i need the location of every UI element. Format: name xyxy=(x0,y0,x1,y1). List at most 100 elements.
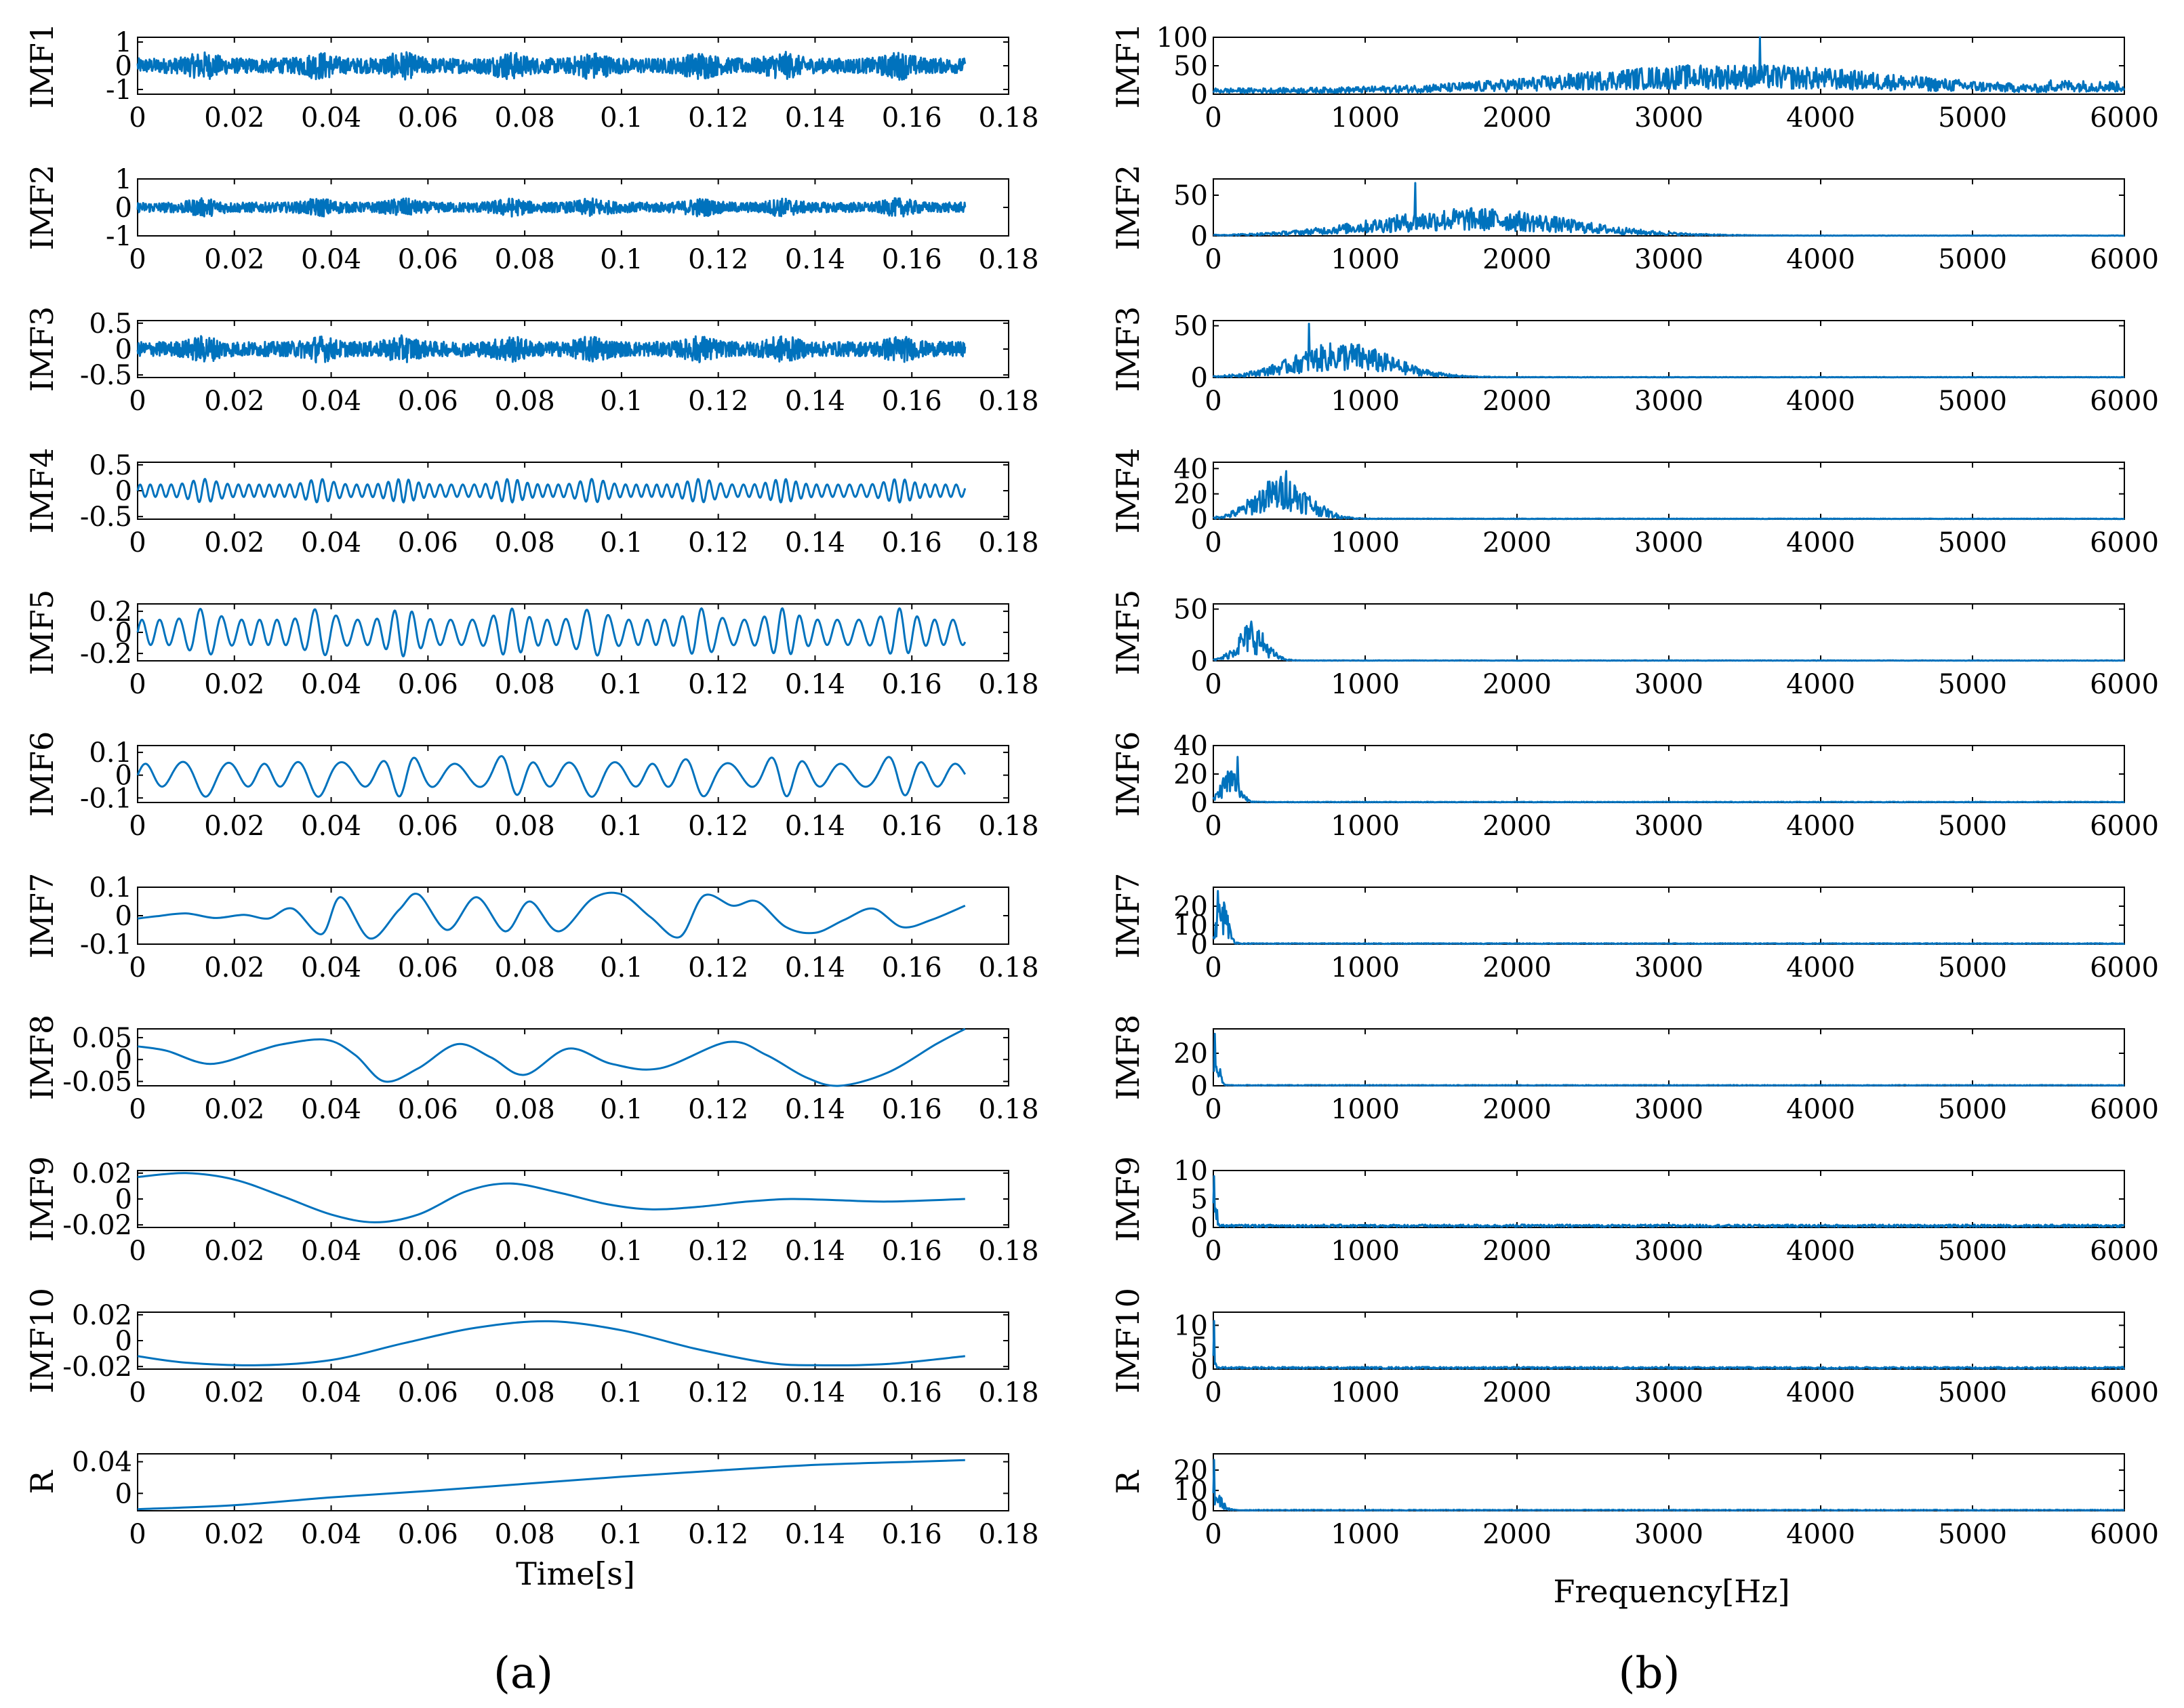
time-subplot-imf4: 0 0.02 0.04 0.06 0.08 0.1 0.12 0.14 0.16 0.18 -0.5… xyxy=(24,448,1039,558)
x-tick-label: 0.14 xyxy=(785,811,845,842)
y-tick-label: 0.04 xyxy=(72,1447,132,1478)
axes-frame xyxy=(1213,320,2125,378)
y-axis-label-imf6: IMF6 xyxy=(24,731,60,817)
time-subplot-imf3: 0 0.02 0.04 0.06 0.08 0.1 0.12 0.14 0.16 0.18 -0.5… xyxy=(24,306,1039,417)
x-tick-label: 0.06 xyxy=(398,811,458,842)
x-tick-label: 0.18 xyxy=(978,1094,1038,1125)
x-tick-label: 0.1 xyxy=(600,811,643,842)
axes-frame xyxy=(1213,1453,2125,1511)
y-tick-label: 0 xyxy=(115,760,132,792)
x-tick-label: 0.04 xyxy=(301,386,361,417)
spectrum-subplot-imf3: 0 1000 2000 3000 4000 5000 6000 0 50 IMF3 xyxy=(1110,306,2159,417)
x-tick-label: 3000 xyxy=(1634,1236,1703,1267)
axes-frame xyxy=(137,603,1009,662)
x-tick-label: 0.06 xyxy=(398,669,458,700)
x-tick-label: 0.04 xyxy=(301,1236,361,1267)
x-tick-label: 0.04 xyxy=(301,952,361,983)
spectrum-line-imf4 xyxy=(1212,470,2125,521)
x-tick-label: 0.16 xyxy=(882,1094,942,1125)
time-series-line-imf9 xyxy=(137,1172,965,1223)
x-tick-label: 4000 xyxy=(1786,244,1855,275)
x-tick-label: 0.14 xyxy=(785,1236,845,1267)
x-tick-label: 5000 xyxy=(1938,102,2007,134)
y-tick-label: 0 xyxy=(1191,79,1208,110)
x-tick-label: 5000 xyxy=(1938,1377,2007,1408)
y-tick-label: -0.5 xyxy=(80,502,132,533)
y-axis-label-imf1: IMF1 xyxy=(1110,23,1146,108)
y-tick-label: 40 xyxy=(1173,731,1208,762)
x-tick-label: 5000 xyxy=(1938,952,2007,983)
y-axis-label-imf8: IMF8 xyxy=(24,1015,60,1100)
x-tick-label: 0.12 xyxy=(688,669,748,700)
x-tick-label: 5000 xyxy=(1938,811,2007,842)
x-tick-label: 0 xyxy=(1205,1519,1221,1550)
x-tick-label: 5000 xyxy=(1938,527,2007,558)
y-tick-label: 0.2 xyxy=(89,596,132,628)
axes-frame xyxy=(137,1028,1009,1086)
y-tick-label: -0.5 xyxy=(80,360,132,391)
x-tick-label: 4000 xyxy=(1786,386,1855,417)
y-axis-label-imf4: IMF4 xyxy=(24,448,60,533)
axes-frame xyxy=(137,1453,1009,1511)
y-axis-label-imf2: IMF2 xyxy=(24,165,60,250)
x-tick-label: 0.06 xyxy=(398,1236,458,1267)
x-tick-label: 1000 xyxy=(1331,102,1400,134)
y-tick-label: 0.5 xyxy=(89,308,132,340)
x-tick-label: 0.14 xyxy=(785,1377,845,1408)
y-axis-label-imf8: IMF8 xyxy=(1110,1015,1146,1100)
x-tick-label: 0.08 xyxy=(495,1519,555,1550)
y-tick-label: 20 xyxy=(1173,1455,1208,1486)
x-tick-label: 3000 xyxy=(1634,102,1703,134)
y-tick-label: -0.02 xyxy=(62,1351,132,1383)
axes-frame xyxy=(1213,1170,2125,1228)
time-subplot-imf2: 0 0.02 0.04 0.06 0.08 0.1 0.12 0.14 0.16 0.18-101… xyxy=(24,164,1039,275)
panel-label-a: (a) xyxy=(493,1648,553,1699)
x-tick-label: 0 xyxy=(129,952,146,983)
y-axis-label-imf10: IMF10 xyxy=(1110,1288,1146,1394)
x-tick-label: 0.16 xyxy=(882,244,942,275)
x-tick-label: 0 xyxy=(129,1377,146,1408)
y-tick-label: 0 xyxy=(115,901,132,932)
x-tick-label: 5000 xyxy=(1938,244,2007,275)
y-tick-label: 100 xyxy=(1156,22,1208,54)
y-tick-label: 0 xyxy=(1191,1071,1208,1102)
x-tick-label: 0.18 xyxy=(978,527,1038,558)
x-tick-label: 0.14 xyxy=(785,1519,845,1550)
time-series-line-imf10 xyxy=(137,1320,965,1366)
y-tick-label: 0 xyxy=(1191,1496,1208,1527)
x-tick-label: 3000 xyxy=(1634,811,1703,842)
x-tick-label: 0.1 xyxy=(600,669,643,700)
y-tick-label: 0 xyxy=(1191,646,1208,677)
x-tick-label: 0.1 xyxy=(600,1519,643,1550)
y-axis-label-imf9: IMF9 xyxy=(24,1156,60,1242)
x-tick-label: 1000 xyxy=(1331,952,1400,983)
x-tick-label: 0.1 xyxy=(600,102,643,134)
y-tick-label: 0 xyxy=(1191,504,1208,535)
axes-frame xyxy=(1213,1312,2125,1370)
y-axis-label-imf5: IMF5 xyxy=(1110,590,1146,675)
y-tick-label: 10 xyxy=(1173,1156,1208,1187)
time-series-line-imf3 xyxy=(136,334,967,364)
y-tick-label: -0.2 xyxy=(80,638,132,670)
x-tick-label: 3000 xyxy=(1634,1519,1703,1550)
time-subplot-r: 0 0.02 0.04 0.06 0.08 0.1 0.12 0.14 0.16 0.1800.0… xyxy=(24,1447,1039,1550)
spectrum-subplot-imf2: 0 1000 2000 3000 4000 5000 6000 0 50 IMF2 xyxy=(1110,165,2159,275)
y-tick-label: 50 xyxy=(1173,180,1208,211)
x-tick-label: 0.14 xyxy=(785,952,845,983)
x-tick-label: 0 xyxy=(1205,244,1221,275)
x-tick-label: 2000 xyxy=(1482,669,1552,700)
x-tick-label: 0.12 xyxy=(688,1236,748,1267)
y-axis-label-imf3: IMF3 xyxy=(24,306,60,392)
y-axis-label-imf7: IMF7 xyxy=(1110,873,1146,958)
x-tick-label: 0.18 xyxy=(978,244,1038,275)
x-tick-label: 0.18 xyxy=(978,952,1038,983)
y-axis-label-imf5: IMF5 xyxy=(24,590,60,675)
x-tick-label: 0.16 xyxy=(882,1519,942,1550)
y-axis-label-imf6: IMF6 xyxy=(1110,731,1146,817)
x-tick-label: 4000 xyxy=(1786,102,1855,134)
x-tick-label: 0.16 xyxy=(882,1236,942,1267)
y-axis-label-imf7: IMF7 xyxy=(24,873,60,958)
x-tick-label: 0.16 xyxy=(882,1377,942,1408)
